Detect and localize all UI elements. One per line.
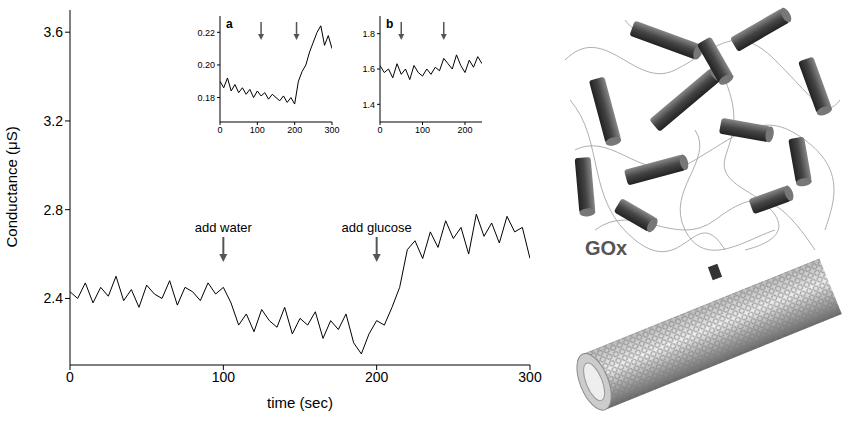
svg-text:GOx: GOx [585,237,627,259]
svg-text:200: 200 [457,125,472,135]
svg-text:time (sec): time (sec) [267,394,333,411]
svg-text:200: 200 [365,369,389,385]
svg-text:1.8: 1.8 [362,29,375,39]
svg-text:1.4: 1.4 [362,100,375,110]
svg-text:0: 0 [217,125,222,135]
svg-text:300: 300 [324,125,339,135]
svg-text:2.4: 2.4 [44,290,64,306]
svg-text:200: 200 [287,125,302,135]
svg-text:3.6: 3.6 [44,24,64,40]
svg-text:300: 300 [518,369,542,385]
svg-text:0: 0 [66,369,74,385]
svg-text:add glucose: add glucose [342,220,412,235]
svg-text:2.8: 2.8 [44,202,64,218]
svg-text:100: 100 [415,125,430,135]
svg-text:3.2: 3.2 [44,113,64,129]
svg-text:Conductance (μS): Conductance (μS) [3,126,20,247]
html-text:a: a [226,17,233,31]
svg-text:100: 100 [212,369,236,385]
svg-text:100: 100 [250,125,265,135]
svg-text:0.22: 0.22 [197,28,215,38]
html-text:b: b [386,17,394,31]
svg-text:0.20: 0.20 [197,60,215,70]
svg-text:0: 0 [377,125,382,135]
svg-text:0.18: 0.18 [197,93,215,103]
svg-text:add water: add water [195,220,253,235]
svg-text:1.6: 1.6 [362,64,375,74]
